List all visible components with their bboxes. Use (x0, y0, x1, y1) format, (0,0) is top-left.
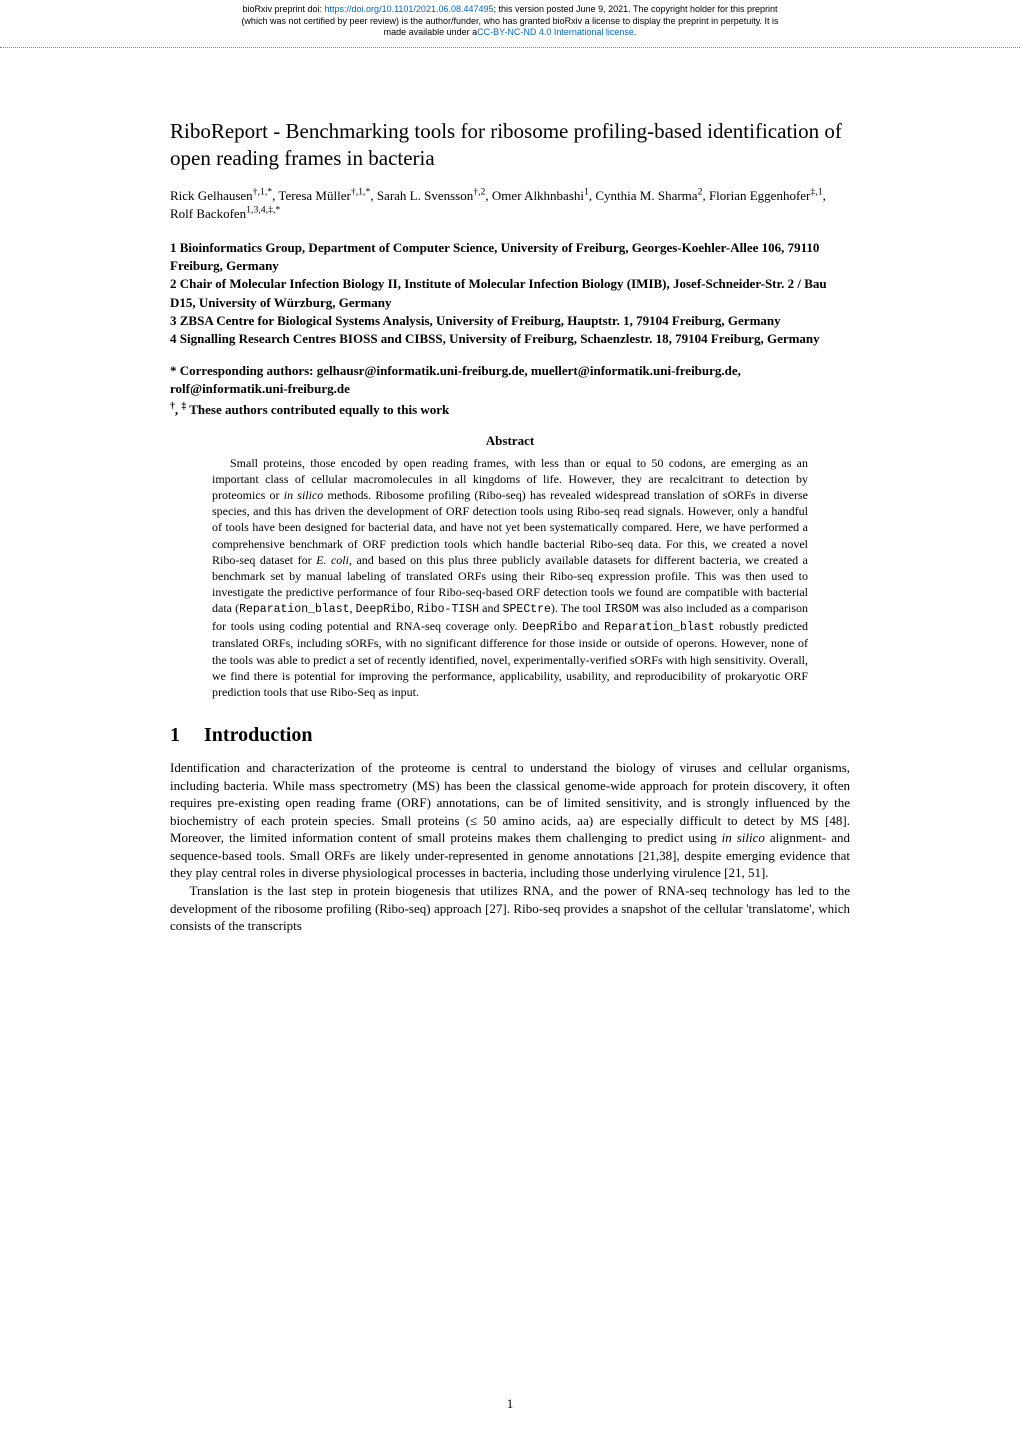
section-1-heading: 1 Introduction (170, 724, 850, 747)
preprint-header: bioRxiv preprint doi: https://doi.org/10… (0, 0, 1020, 48)
doi-link[interactable]: https://doi.org/10.1101/2021.06.08.44749… (325, 4, 494, 14)
affiliation-4: 4 Signalling Research Centres BIOSS and … (170, 330, 850, 348)
section-1-number: 1 (170, 724, 180, 747)
intro-para-1: Identification and characterization of t… (170, 759, 850, 882)
intro-para-2: Translation is the last step in protein … (170, 882, 850, 935)
equal-contribution: †, ‡ These authors contributed equally t… (170, 401, 850, 419)
header-line2: (which was not certified by peer review)… (241, 16, 778, 26)
header-line3-pre: made available under a (384, 27, 478, 37)
license-link[interactable]: CC-BY-NC-ND 4.0 International license (477, 27, 634, 37)
affiliation-1: 1 Bioinformatics Group, Department of Co… (170, 239, 850, 275)
header-line1-pre: bioRxiv preprint doi: (242, 4, 324, 14)
page-number: 1 (0, 1396, 1020, 1412)
abstract-heading: Abstract (170, 433, 850, 449)
header-line3-post: . (634, 27, 637, 37)
affiliation-2: 2 Chair of Molecular Infection Biology I… (170, 275, 850, 311)
affiliation-3: 3 ZBSA Centre for Biological Systems Ana… (170, 312, 850, 330)
paper-title: RiboReport - Benchmarking tools for ribo… (170, 118, 850, 173)
page-content: RiboReport - Benchmarking tools for ribo… (0, 48, 1020, 975)
section-1-title: Introduction (204, 724, 313, 746)
authors-line: Rick Gelhausen†,1,*, Teresa Müller†,1,*,… (170, 187, 850, 223)
abstract-body: Small proteins, those encoded by open re… (170, 455, 850, 700)
header-line1-post: ; this version posted June 9, 2021. The … (494, 4, 778, 14)
corresponding-authors: * Corresponding authors: gelhausr@inform… (170, 362, 850, 398)
affiliations: 1 Bioinformatics Group, Department of Co… (170, 239, 850, 348)
